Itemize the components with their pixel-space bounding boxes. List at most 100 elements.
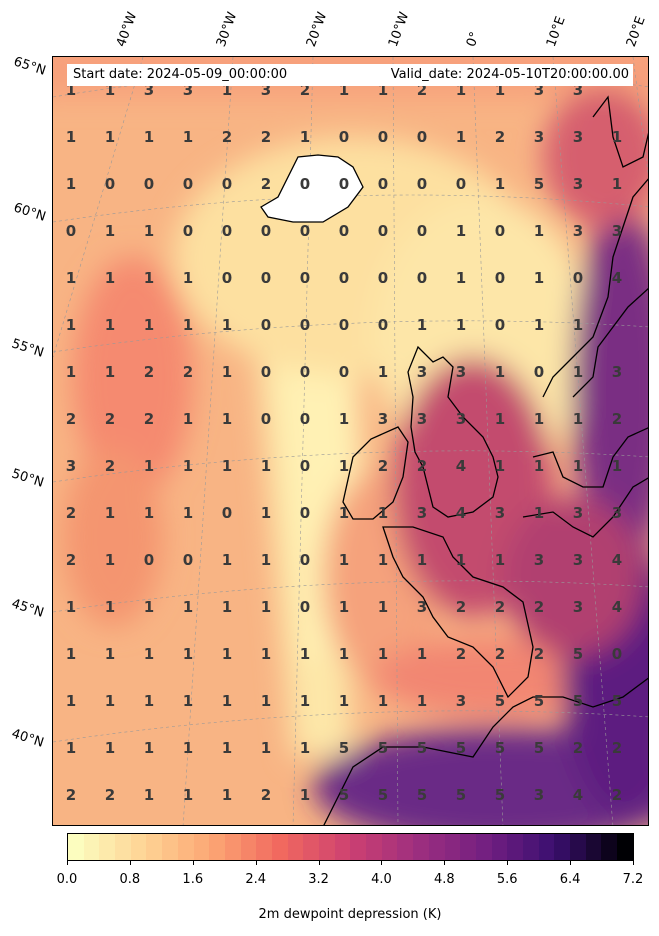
- grid-value: 1: [183, 316, 193, 334]
- grid-value: 2: [261, 128, 271, 146]
- grid-value: 3: [612, 363, 622, 381]
- grid-value: 1: [534, 504, 544, 522]
- grid-value: 2: [378, 457, 388, 475]
- lat-label-45n: 45°N: [9, 596, 46, 621]
- grid-value: 0: [183, 175, 193, 193]
- grid-value: 5: [534, 175, 544, 193]
- grid-value: 2: [66, 410, 76, 428]
- grid-value: 2: [66, 786, 76, 804]
- grid-value: 1: [105, 645, 115, 663]
- grid-value: 1: [417, 645, 427, 663]
- colorbar-segment: [538, 834, 555, 860]
- grid-value: 2: [66, 551, 76, 569]
- grid-value: 1: [183, 128, 193, 146]
- grid-value: 1: [261, 692, 271, 710]
- colorbar-segment: [83, 834, 100, 860]
- grid-value: 1: [66, 645, 76, 663]
- grid-value: 0: [261, 363, 271, 381]
- colorbar-segment: [319, 834, 335, 860]
- grid-value: 1: [183, 410, 193, 428]
- grid-value: 1: [456, 128, 466, 146]
- grid-value: 1: [534, 222, 544, 240]
- colorbar-segment: [601, 834, 618, 860]
- colorbar-segment: [115, 834, 131, 860]
- colorbar-tick-label: 2.4: [245, 872, 266, 887]
- grid-value: 1: [417, 316, 427, 334]
- colorbar-segment: [491, 834, 508, 860]
- valid-date-label: Valid_date: 2024-05-10T20:00:00.00: [390, 67, 629, 82]
- grid-value: 0: [534, 363, 544, 381]
- grid-value: 1: [222, 410, 232, 428]
- info-header: Start date: 2024-05-09_00:00:00 Valid_da…: [67, 64, 633, 86]
- grid-value: 5: [495, 692, 505, 710]
- colorbar-segment: [146, 834, 163, 860]
- grid-value: 0: [300, 410, 310, 428]
- grid-value: 4: [456, 504, 466, 522]
- grid-value: 1: [144, 739, 154, 757]
- grid-value: 1: [378, 363, 388, 381]
- grid-value: 3: [573, 81, 583, 99]
- colorbar-segment: [444, 834, 461, 860]
- grid-value: 3: [573, 222, 583, 240]
- grid-value: 1: [456, 269, 466, 287]
- grid-value: 3: [573, 598, 583, 616]
- grid-value: 2: [144, 363, 154, 381]
- grid-value: 5: [573, 692, 583, 710]
- grid-value: 0: [339, 128, 349, 146]
- colorbar-segment: [413, 834, 429, 860]
- grid-value: 1: [144, 692, 154, 710]
- grid-value: 5: [573, 645, 583, 663]
- colorbar-segment: [209, 834, 225, 860]
- grid-value: 5: [534, 692, 544, 710]
- grid-value: 1: [105, 692, 115, 710]
- grid-value: 3: [573, 128, 583, 146]
- grid-value: 1: [495, 457, 505, 475]
- grid-value: 1: [144, 645, 154, 663]
- lon-label-30w: 30°W: [213, 10, 241, 49]
- colorbar-segment: [366, 834, 382, 860]
- grid-value: 3: [495, 504, 505, 522]
- grid-value: 2: [144, 410, 154, 428]
- grid-value: 2: [456, 645, 466, 663]
- grid-value: 4: [573, 786, 583, 804]
- grid-value: 1: [183, 739, 193, 757]
- grid-value: 1: [222, 598, 232, 616]
- grid-value: 0: [456, 175, 466, 193]
- colorbar-segment: [522, 834, 539, 860]
- grid-value: 1: [456, 316, 466, 334]
- grid-value: 1: [573, 316, 583, 334]
- grid-value: 3: [144, 81, 154, 99]
- grid-value: 3: [456, 692, 466, 710]
- coastlines: [260, 95, 648, 825]
- colorbar-segment: [162, 834, 178, 860]
- lon-label-10w: 10°W: [385, 10, 413, 49]
- grid-value: 1: [144, 316, 154, 334]
- grid-value: 1: [339, 645, 349, 663]
- grid-value: 0: [495, 269, 505, 287]
- grid-value: 0: [222, 222, 232, 240]
- grid-value: 1: [144, 786, 154, 804]
- grid-value: 0: [261, 222, 271, 240]
- grid-value: 4: [612, 598, 622, 616]
- grid-value: 1: [222, 457, 232, 475]
- grid-value: 1: [573, 457, 583, 475]
- colorbar-segment: [99, 834, 116, 860]
- colorbar-segment: [585, 834, 602, 860]
- grid-value: 1: [105, 739, 115, 757]
- grid-value: 2: [495, 128, 505, 146]
- grid-value: 0: [339, 316, 349, 334]
- grid-value: 1: [105, 269, 115, 287]
- colorbar-label: 2m dewpoint depression (K): [258, 907, 442, 922]
- colorbar-segment: [617, 834, 633, 860]
- grid-value: 3: [456, 363, 466, 381]
- grid-value: 1: [105, 316, 115, 334]
- grid-value: 1: [183, 457, 193, 475]
- colorbar-tickmark: [318, 861, 320, 865]
- grid-value: 1: [261, 457, 271, 475]
- lat-label-65n: 65°N: [11, 54, 48, 79]
- grid-value: 0: [495, 222, 505, 240]
- grid-value: 1: [300, 692, 310, 710]
- colorbar-segment: [460, 834, 476, 860]
- colorbar-segment: [507, 834, 523, 860]
- grid-value: 1: [378, 81, 388, 99]
